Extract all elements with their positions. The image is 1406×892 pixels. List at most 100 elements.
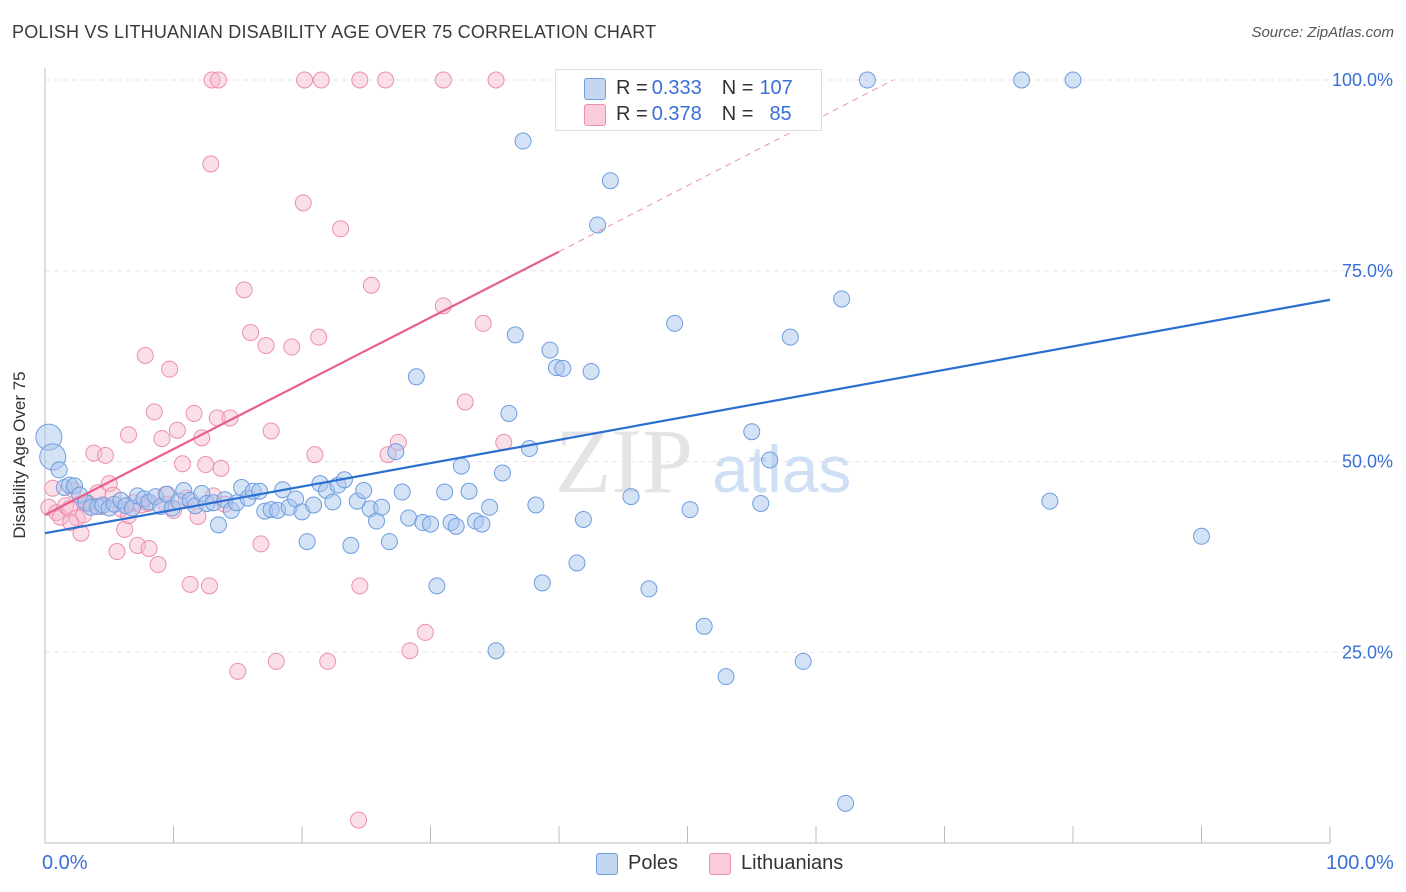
poles-point-107 — [1041, 492, 1059, 510]
poles-point-45 — [298, 533, 316, 551]
poles-point-103 — [833, 290, 851, 308]
lithuanians-point-33 — [173, 455, 191, 473]
chart-title: POLISH VS LITHUANIAN DISABILITY AGE OVER… — [12, 22, 657, 42]
poles-point-104 — [837, 794, 855, 812]
poles-point-57 — [373, 498, 391, 516]
bottom-legend-poles: Poles — [596, 852, 678, 875]
lithuanians-point-19 — [116, 520, 134, 538]
poles-point-59 — [387, 443, 405, 461]
legend-poles-r-label: R = — [616, 76, 648, 99]
lithuanians-point-73 — [351, 71, 369, 89]
lithuanians-point-67 — [474, 314, 492, 332]
poles-point-49 — [324, 493, 342, 511]
legend-poles-n-value: 107 — [759, 76, 793, 99]
poles-point-90 — [601, 172, 619, 190]
poles-point-66 — [436, 483, 454, 501]
bottom-legend-lith-label: Lithuanians — [741, 852, 844, 874]
grid-lines — [45, 79, 1395, 653]
lithuanians-point-36 — [185, 404, 203, 422]
lithuanians-point-54 — [294, 194, 312, 212]
lithuanians-points — [40, 71, 586, 829]
bottom-legend-lithuanians: Lithuanians — [709, 852, 843, 875]
lithuanians-point-83 — [62, 514, 80, 532]
lithuanians-point-79 — [350, 811, 368, 829]
lithuanians-point-49 — [252, 535, 270, 553]
poles-point-91 — [622, 488, 640, 506]
lithuanians-point-47 — [235, 281, 253, 299]
poles-point-37 — [251, 482, 269, 500]
lithuanians-point-57 — [319, 652, 337, 670]
lithuanians-point-39 — [197, 456, 215, 474]
poles-point-75 — [493, 464, 511, 482]
poles-point-77 — [506, 326, 524, 344]
legend-row-poles: R = 0.333 N = 107 — [616, 75, 793, 101]
poles-point-70 — [460, 482, 478, 500]
poles-point-62 — [407, 368, 425, 386]
poles-point-89 — [589, 216, 607, 234]
bottom-legend-swatch-lithuanians — [709, 852, 731, 875]
lithuanians-point-27 — [149, 556, 167, 574]
poles-point-73 — [481, 498, 499, 516]
poles-point-88 — [582, 362, 600, 380]
lithuanians-point-26 — [145, 403, 163, 421]
lithuanians-point-58 — [332, 220, 350, 238]
lithuanians-point-51 — [262, 422, 280, 440]
lithuanians-point-43 — [212, 459, 230, 477]
x-tick-label-min: 0.0% — [42, 852, 88, 874]
poles-point-87 — [574, 510, 592, 528]
legend: R = 0.333 N = 107 R = 0.378 N = 85 — [555, 69, 822, 131]
y-tick-label-50: 50.0% — [1342, 452, 1393, 472]
poles-point-99 — [752, 494, 770, 512]
lithuanians-point-75 — [434, 71, 452, 89]
lithuanians-point-64 — [416, 623, 434, 641]
poles-point-105 — [858, 71, 876, 89]
y-tick-label-25: 25.0% — [1342, 642, 1393, 662]
lithuanians-point-70 — [209, 71, 227, 89]
poles-point-69 — [452, 457, 470, 475]
lithuanians-point-48 — [242, 324, 260, 342]
poles-point-2 — [50, 461, 68, 479]
poles-point-86 — [568, 554, 586, 572]
poles-point-108 — [1064, 71, 1082, 89]
legend-swatch-poles — [584, 78, 606, 100]
poles-point-100 — [761, 451, 779, 469]
poles-point-72 — [473, 515, 491, 533]
lithuanians-point-78 — [202, 155, 220, 173]
poles-point-68 — [447, 517, 465, 535]
legend-lith-r-label: R = — [616, 102, 648, 125]
lithuanians-point-53 — [283, 338, 301, 356]
poles-point-93 — [666, 314, 684, 332]
poles-point-76 — [500, 404, 518, 422]
y-axis-label: Disability Age Over 75 — [10, 371, 29, 539]
lithuanians-point-20 — [120, 426, 138, 444]
poles-point-60 — [393, 483, 411, 501]
lithuanians-point-72 — [312, 71, 330, 89]
y-tick-label-75: 75.0% — [1342, 261, 1393, 281]
poles-point-101 — [781, 328, 799, 346]
lithuanians-point-8 — [72, 524, 90, 542]
lithuanians-point-32 — [168, 421, 186, 439]
poles-point-97 — [743, 423, 761, 441]
lithuanians-point-74 — [377, 71, 395, 89]
legend-lith-n-label: N = — [721, 102, 754, 125]
trend-lines — [44, 79, 1331, 535]
source-label: Source: ZipAtlas.com — [1251, 24, 1394, 41]
legend-lith-r-value: 0.378 — [651, 102, 702, 125]
lithuanians-point-55 — [306, 446, 324, 464]
poles-point-58 — [380, 533, 398, 551]
poles-point-54 — [355, 481, 373, 499]
lithuanians-point-40 — [200, 577, 218, 595]
lithuanians-point-60 — [362, 276, 380, 294]
poles-trend-line — [44, 298, 1331, 535]
lithuanians-point-14 — [96, 446, 114, 464]
lithuanians-point-25 — [140, 539, 158, 557]
bottom-legend-swatch-poles — [596, 852, 618, 875]
poles-point-78 — [514, 132, 532, 150]
lithuanians-point-59 — [351, 577, 369, 595]
poles-point-65 — [428, 577, 446, 595]
lithuanians-point-56 — [310, 328, 328, 346]
lithuanians-point-28 — [153, 430, 171, 448]
poles-point-80 — [527, 496, 545, 514]
poles-point-96 — [717, 668, 735, 686]
